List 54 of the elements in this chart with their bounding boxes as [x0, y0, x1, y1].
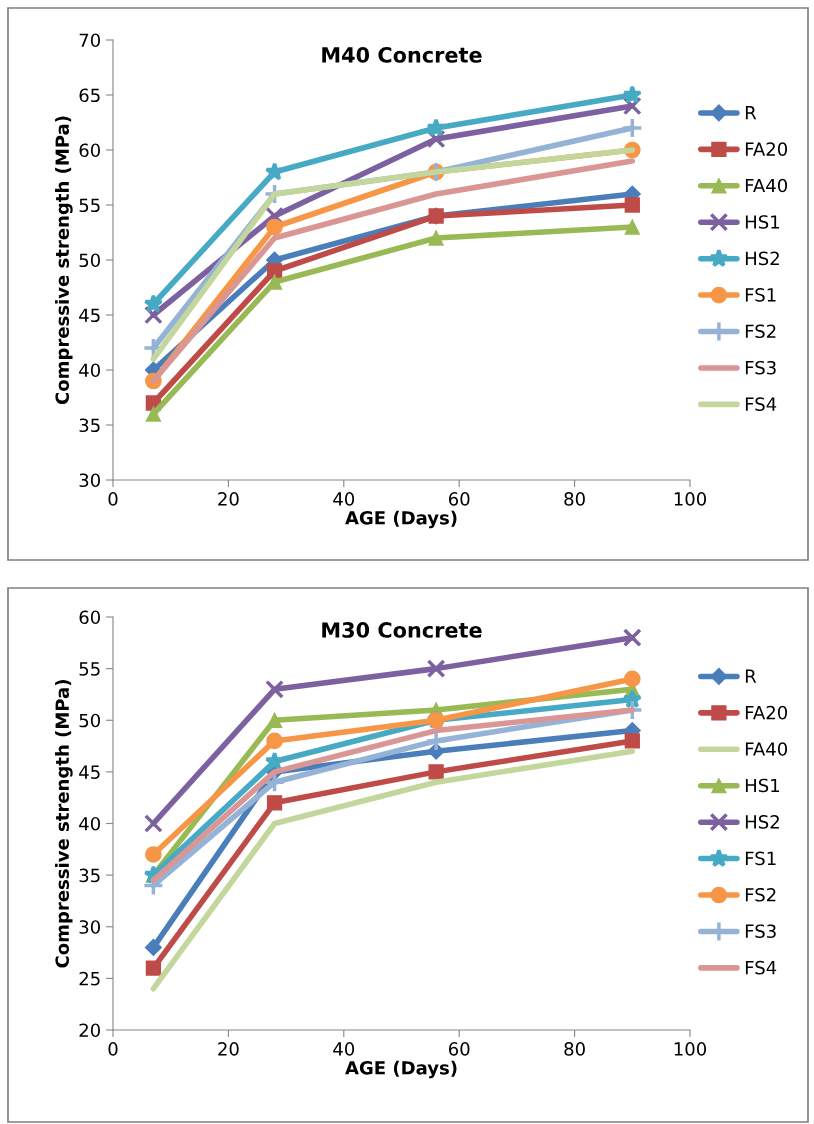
x-tick-label: 100: [674, 492, 707, 506]
legend-label: FA20: [745, 142, 788, 156]
chart-title: M40 Concrete: [322, 47, 482, 63]
legend-label: R: [745, 669, 757, 683]
x-tick-label: 60: [448, 492, 470, 506]
chart-title: M30 Concrete: [322, 622, 482, 638]
legend-label: FS4: [745, 960, 777, 975]
legend-label: R: [745, 106, 757, 120]
y-tick-label: 55: [79, 662, 100, 676]
legend-label: FS1: [745, 851, 776, 866]
y-axis-title: Compressive strength (MPa): [55, 116, 73, 405]
legend-label: FA40: [745, 742, 788, 756]
legend-label: FS3: [745, 360, 776, 375]
x-tick-label: 80: [564, 1042, 585, 1056]
legend-label: FS3: [745, 924, 776, 939]
legend-label: FS2: [745, 324, 776, 339]
x-tick-label: 60: [448, 1042, 470, 1056]
x-tick-label: 20: [218, 1042, 239, 1056]
y-tick-label: 55: [79, 198, 100, 213]
y-tick-label: 40: [79, 363, 100, 378]
y-tick-label: 35: [79, 418, 100, 433]
legend-label: FA20: [745, 705, 788, 720]
x-tick-label: 80: [564, 492, 585, 506]
x-axis-title: AGE (Days): [345, 510, 457, 529]
y-tick-label: 70: [79, 33, 100, 48]
y-axis-title: Compressive strength (MPa): [55, 680, 73, 968]
legend-label: FA40: [745, 178, 788, 193]
y-tick-label: 50: [79, 253, 100, 268]
y-tick-label: 30: [79, 920, 100, 934]
y-tick-label: 20: [79, 1023, 100, 1038]
legend-label: FS1: [745, 288, 776, 302]
y-tick-label: 45: [79, 765, 100, 779]
legend-label: HS1: [745, 778, 780, 793]
legend-label: FS2: [745, 887, 776, 902]
legend-label: HS1: [745, 215, 780, 229]
x-tick-label: 20: [218, 492, 239, 506]
y-tick-label: 60: [79, 610, 100, 625]
x-tick-label: 40: [333, 1042, 355, 1056]
y-tick-label: 40: [79, 816, 100, 831]
x-tick-label: 0: [108, 1042, 118, 1056]
x-axis-title: AGE (Days): [345, 1060, 457, 1079]
y-tick-label: 35: [79, 868, 100, 883]
y-tick-label: 60: [79, 143, 100, 158]
y-tick-label: 50: [79, 713, 100, 728]
x-tick-label: 0: [108, 492, 118, 506]
x-tick-label: 40: [333, 492, 355, 506]
y-tick-label: 65: [79, 88, 100, 103]
legend-label: FS4: [745, 397, 777, 411]
y-tick-label: 25: [79, 971, 100, 986]
y-tick-label: 30: [79, 473, 100, 488]
legend-label: HS2: [745, 251, 779, 266]
y-tick-label: 45: [79, 308, 100, 323]
legend-label: HS2: [745, 815, 779, 829]
x-tick-label: 100: [674, 1042, 707, 1056]
